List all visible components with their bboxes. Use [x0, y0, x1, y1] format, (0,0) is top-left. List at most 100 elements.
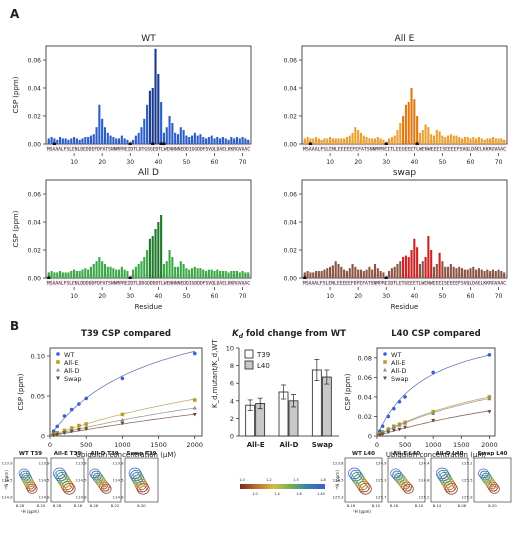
bar [410, 88, 413, 144]
bar [154, 48, 157, 144]
bar [235, 271, 239, 278]
bar [413, 99, 416, 144]
bar [491, 269, 495, 278]
bar [87, 137, 90, 144]
x-tick-label: 40 [411, 159, 419, 166]
bar [390, 268, 393, 278]
bar [134, 135, 137, 144]
bar [132, 269, 135, 278]
bar [421, 130, 424, 144]
bar [432, 266, 436, 278]
bar [396, 130, 399, 144]
peak-contour [435, 467, 449, 480]
bar [455, 135, 458, 144]
data-point [69, 426, 74, 430]
x-tick-label: 20 [354, 159, 362, 166]
bar [168, 250, 171, 278]
bar [219, 138, 222, 144]
sequence-strip: MSAAALFSLENLDEDDEFDFATSNNMPREIDTLDTGSGED… [46, 145, 251, 152]
peak-contour [438, 470, 446, 477]
bar [427, 236, 430, 278]
bar [227, 139, 230, 144]
bar [98, 104, 101, 144]
bar [151, 236, 154, 278]
x-tick-label: 10 [326, 159, 334, 166]
chart-title: All E [395, 34, 415, 44]
data-point [383, 367, 387, 372]
bar [207, 269, 210, 278]
bar [101, 261, 104, 278]
bar [331, 265, 334, 278]
bar [343, 269, 346, 278]
inset-title: Swap L40 [478, 451, 508, 457]
marker-dot [150, 142, 155, 146]
data-point [391, 428, 396, 433]
data-point [392, 406, 396, 411]
inset-y-tick-label: 124.5 [333, 478, 344, 483]
data-point [192, 405, 197, 410]
bar [359, 132, 363, 144]
data-point [397, 423, 402, 427]
colorbar-tick-label: 1.40 [317, 492, 325, 496]
bar [53, 138, 56, 144]
y-tick-label: 0.04 [28, 86, 42, 93]
sequence-background [302, 279, 507, 286]
bar [81, 138, 84, 144]
bar [92, 134, 95, 144]
bar [210, 135, 213, 144]
bar [362, 135, 365, 144]
inset-frame [124, 457, 159, 503]
peak-contour [437, 469, 450, 482]
bar [106, 132, 109, 144]
bar [351, 264, 354, 278]
data-point [55, 432, 60, 437]
inset-y-tick-label: 113.9 [76, 461, 87, 466]
data-point [487, 396, 492, 401]
bar [146, 250, 149, 278]
bar [424, 257, 427, 278]
bar [444, 266, 447, 278]
bar [483, 139, 486, 144]
bar [221, 137, 224, 144]
inset-title: WT T39 [19, 451, 42, 457]
inset-y-tick-label: 114.5 [2, 478, 13, 483]
bar [379, 138, 382, 144]
x-tick-label: 10 [70, 293, 78, 300]
bar [430, 134, 433, 144]
sequence-text: MSAAALFSLENLDDDDDFDFATSNNMPREIDTLDDGDDDD… [47, 281, 251, 286]
bar [165, 127, 168, 144]
csp-panel-3: swap 0.00 0.02 0.04 0.06 10 20 30 40 50 60 70 MSAAAL… [284, 168, 508, 311]
bar [368, 138, 371, 144]
inset-title: All-E L40 [393, 451, 420, 457]
data-point [84, 422, 88, 426]
chart-title: All D [138, 168, 159, 178]
bar [210, 269, 213, 278]
bar [230, 137, 233, 144]
bar [503, 139, 506, 144]
data-point [397, 427, 402, 432]
inset-y-tick-label: 114.9 [113, 495, 124, 500]
x-tick-label: 1000 [425, 441, 442, 449]
bar [162, 264, 165, 278]
x-axis-label: Ubiquitin concentration (μM) [76, 451, 177, 459]
data-point [192, 398, 197, 402]
bar [50, 137, 53, 144]
bar [106, 266, 109, 278]
bar [466, 269, 469, 278]
data-point [56, 352, 60, 356]
bar [446, 266, 450, 278]
bar [368, 266, 371, 278]
bar [50, 271, 53, 278]
bar [199, 134, 202, 144]
data-point [487, 353, 492, 357]
inset-y-tick-label: 124.4 [419, 461, 430, 466]
bar [179, 261, 182, 278]
bar [143, 118, 146, 144]
sequence-background [46, 279, 251, 286]
data-point [56, 360, 60, 364]
data-point [386, 430, 391, 435]
bar [491, 137, 495, 144]
inset-y-tick-label: 113.9 [2, 461, 13, 466]
